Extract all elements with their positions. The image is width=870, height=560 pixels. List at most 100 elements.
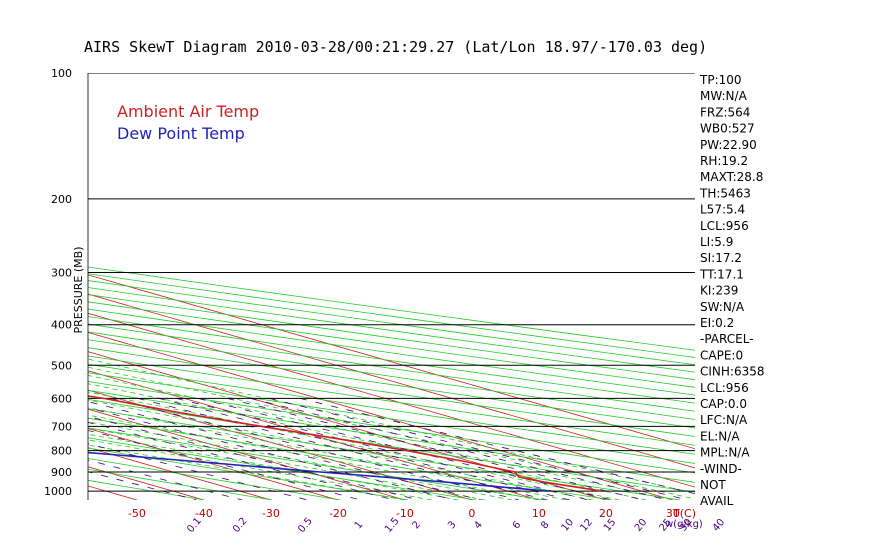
mixing-ratio-line (88, 416, 419, 500)
index-item: -WIND- (700, 462, 742, 476)
dry-adiabat-line (88, 331, 695, 420)
bottom-temp-tick-label: 0 (468, 507, 475, 520)
mixing-ratio-label: 3 (446, 519, 459, 531)
mixing-ratio-line (88, 429, 362, 500)
mixing-ratio-label: 8 (539, 519, 552, 531)
index-item: LFC:N/A (700, 413, 748, 427)
mixing-ratio-line (88, 443, 308, 500)
background-lines (0, 73, 695, 500)
bottom-temp-tick-label: -30 (262, 507, 280, 520)
index-item: -PARCEL- (700, 332, 754, 346)
mixing-ratio-line (250, 398, 668, 500)
index-item: PW:22.90 (700, 138, 757, 152)
dry-adiabat-line (88, 347, 695, 437)
pressure-tick-label: 800 (51, 445, 72, 458)
index-item: FRZ:564 (700, 105, 750, 119)
profile-series (88, 395, 602, 492)
index-item: SI:17.2 (700, 251, 742, 265)
index-item: RH:19.2 (700, 154, 748, 168)
dry-adiabat-line (88, 363, 695, 455)
isotherm-line (88, 351, 607, 500)
dry-adiabat-line (88, 427, 545, 500)
isotherm-line (88, 370, 540, 500)
mixing-ratio-line (227, 398, 644, 500)
dry-adiabat-line (88, 316, 695, 404)
isotherm-line (0, 73, 3, 500)
index-item: MW:N/A (700, 89, 748, 103)
dry-adiabat-line (88, 339, 695, 429)
dry-adiabat-line (88, 389, 695, 483)
dry-adiabat-line (88, 468, 273, 500)
mixing-ratio-label: 20 (633, 517, 650, 534)
bottom-temp-tick-label: -20 (329, 507, 347, 520)
index-item: LCL:956 (700, 219, 749, 233)
mixing-ratio-label: 6 (511, 519, 524, 531)
index-item: TH:5463 (699, 186, 751, 200)
index-item: LI:5.9 (700, 235, 733, 249)
dry-adiabat-line (88, 308, 695, 396)
mixing-ratio-line (158, 398, 570, 500)
legend-dew-point-temp: Dew Point Temp (117, 124, 245, 143)
mixing-ratio-label: 10 (560, 517, 577, 534)
mixing-ratio-label: 2 (410, 519, 423, 531)
pressure-tick-label: 700 (51, 420, 72, 433)
index-item: SW:N/A (700, 300, 745, 314)
pressure-tick-label: 500 (51, 359, 72, 372)
index-item: TP:100 (699, 73, 742, 87)
index-item: EI:0.2 (700, 316, 734, 330)
dry-adiabat-line (88, 381, 695, 474)
mixing-ratio-label: 0.2 (231, 516, 250, 535)
plot-area (88, 73, 695, 500)
index-item: CAP:0.0 (700, 397, 747, 411)
dry-adiabat-line (88, 372, 695, 464)
x-axis-unit-label: T(C) (672, 507, 696, 520)
dry-adiabat-line (88, 355, 695, 446)
mixing-ratio-line (299, 398, 695, 495)
index-item: LCL:956 (700, 381, 749, 395)
index-item: CINH:6358 (700, 365, 765, 379)
dry-adiabat-line (88, 458, 341, 500)
index-item: EL:N/A (700, 429, 740, 443)
dry-adiabat-line (88, 323, 695, 412)
index-item: TT:17.1 (699, 267, 744, 281)
isotherm-line (88, 312, 695, 488)
bottom-temp-tick-label: -40 (195, 507, 213, 520)
index-item: NOT (700, 478, 726, 492)
index-item: MPL:N/A (700, 446, 750, 460)
bottom-temp-tick-label: -50 (128, 507, 146, 520)
pressure-tick-label: 900 (51, 466, 72, 479)
ambient-air-temp-line (88, 395, 602, 492)
dry-adiabat-line (88, 417, 613, 500)
mixing-ratio-label: 12 (578, 517, 595, 534)
dry-adiabat-line (88, 408, 681, 500)
mixing-ratio-unit-label: w(g/kg) (665, 519, 703, 530)
mixing-ratio-line (88, 421, 395, 500)
index-item: CAPE:0 (700, 348, 743, 362)
axis-labels: 1002003004005006007008009001000-120-110-… (44, 67, 728, 535)
bottom-temp-tick-label: -10 (396, 507, 414, 520)
index-item: KI:239 (700, 284, 738, 298)
chart-title: AIRS SkewT Diagram 2010-03-28/00:21:29.2… (84, 38, 707, 56)
bottom-temp-tick-label: 30 (666, 507, 680, 520)
pressure-tick-label: 1000 (44, 485, 72, 498)
index-item: AVAIL (700, 494, 734, 508)
mixing-ratio-line (176, 398, 589, 500)
mixing-ratio-label: 40 (711, 517, 728, 534)
dry-adiabat-line (88, 398, 695, 493)
isotherm-line (88, 389, 473, 500)
mixing-ratio-label: 4 (472, 519, 485, 531)
pressure-tick-label: 400 (51, 319, 72, 332)
y-axis-label: PRESSURE (MB) (72, 247, 85, 334)
pressure-tick-label: 300 (51, 267, 72, 280)
pressure-tick-label: 600 (51, 392, 72, 405)
isotherm-line (88, 427, 339, 500)
pressure-tick-label: 200 (51, 193, 72, 206)
mixing-ratio-label: 0.5 (296, 516, 315, 535)
pressure-tick-label: 100 (51, 67, 72, 80)
mixing-ratio-line (269, 398, 689, 500)
index-item: L57:5.4 (700, 203, 745, 217)
isotherm-line (88, 293, 695, 469)
mixing-ratio-label: 1 (353, 519, 366, 531)
dry-adiabat-line (88, 447, 409, 500)
